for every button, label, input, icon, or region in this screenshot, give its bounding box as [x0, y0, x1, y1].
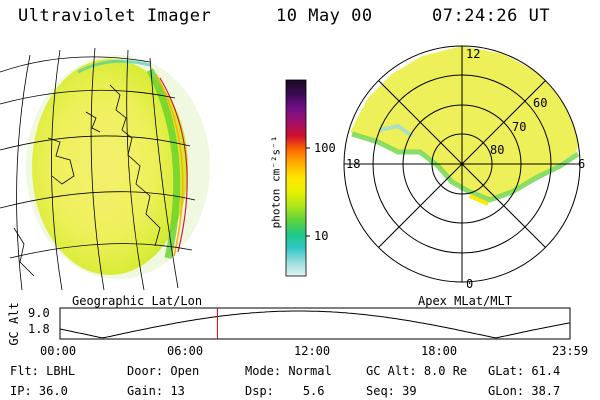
- mlt-label-12: 12: [466, 47, 481, 61]
- info-dsp-value: 5.6: [302, 384, 325, 398]
- info-seq-value: 39: [402, 384, 417, 398]
- info-flt-key: Flt:: [10, 364, 39, 378]
- altitude-ytick-1.8: 1.8: [28, 322, 50, 336]
- mlt-label-6: 6: [578, 157, 586, 171]
- info-flt-value: LBHL: [46, 364, 76, 378]
- mlt-label-18: 18: [346, 157, 361, 171]
- info-glon-value: 38.7: [531, 384, 561, 398]
- altitude-ytick-9: 9.0: [28, 306, 50, 320]
- altitude-xtick-1800: 18:00: [421, 344, 458, 358]
- info-gain-key: Gain:: [127, 384, 164, 398]
- apex-caption: Apex MLat/MLT: [418, 294, 512, 308]
- info-ip-key: IP:: [10, 384, 32, 398]
- date-label: 10 May 00: [276, 6, 373, 26]
- mlat-label-80: 80: [490, 143, 505, 157]
- info-door-value: Open: [170, 364, 200, 378]
- altitude-xtick-1200: 12:00: [294, 344, 331, 358]
- altitude-xtick-0600: 06:00: [167, 344, 204, 358]
- app-title: Ultraviolet Imager: [18, 6, 212, 26]
- info-ip-value: 36.0: [38, 384, 68, 398]
- geographic-caption: Geographic Lat/Lon: [72, 294, 203, 308]
- mlat-label-70: 70: [512, 120, 527, 134]
- altitude-ylabel: GC Alt: [7, 302, 21, 346]
- altitude-xtick-2359: 23:59: [552, 344, 589, 358]
- info-glat-key: GLat:: [488, 364, 525, 378]
- mlat-label-60: 60: [533, 96, 548, 110]
- colorbar-tick-100: 100: [314, 141, 336, 155]
- info-glon-key: GLon:: [488, 384, 525, 398]
- info-glat-value: 61.4: [531, 364, 561, 378]
- colorbar-tick-10: 10: [314, 229, 329, 243]
- info-dsp-key: Dsp:: [245, 384, 274, 398]
- info-seq-key: Seq:: [366, 384, 395, 398]
- info-mode-key: Mode:: [245, 364, 282, 378]
- altitude-xtick-0000: 00:00: [40, 344, 77, 358]
- info-door-key: Door:: [127, 364, 164, 378]
- mlt-label-0: 0: [466, 277, 474, 291]
- info-gain-value: 13: [170, 384, 185, 398]
- info-gcalt-value: 8.0 Re: [423, 364, 468, 378]
- time-label: 07:24:26 UT: [432, 6, 551, 26]
- info-gcalt-key: GC Alt:: [366, 364, 417, 378]
- info-mode-value: Normal: [288, 364, 332, 378]
